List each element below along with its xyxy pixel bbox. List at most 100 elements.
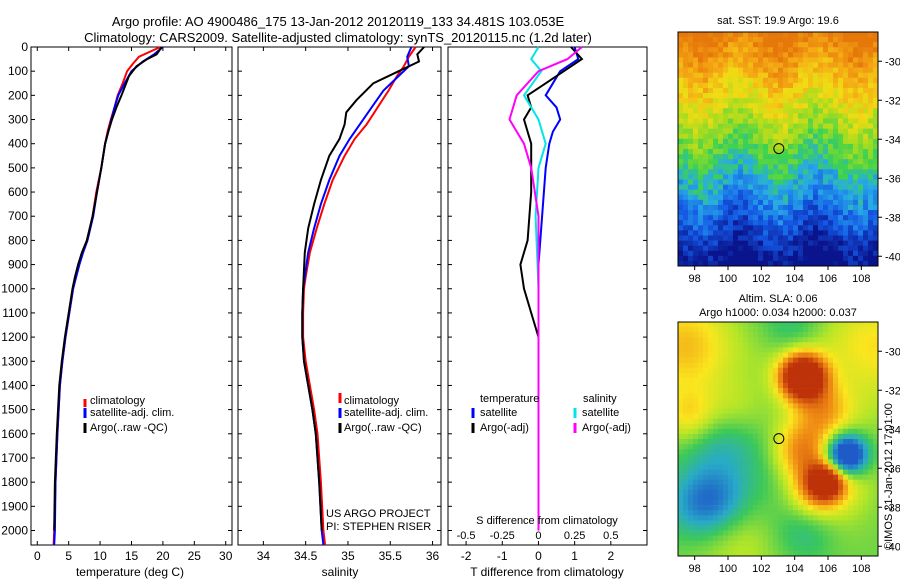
sst-cell [783, 87, 789, 94]
sla-cell [733, 327, 739, 333]
sla-cell [723, 479, 729, 486]
sla-cell [708, 474, 714, 480]
sst-cell [708, 154, 714, 160]
sst-cell [843, 189, 849, 196]
sst-cell [698, 77, 704, 84]
sst-cell [733, 82, 739, 89]
sst-cell [873, 194, 879, 201]
sst-cell [828, 184, 834, 190]
sla-cell [758, 322, 764, 328]
sst-cell [828, 108, 834, 114]
sla-cell [803, 352, 809, 358]
sst-cell [693, 42, 699, 48]
sst-cell [708, 225, 714, 231]
sla-cell [743, 413, 749, 419]
sst-cell [813, 138, 819, 145]
sst-cell [858, 220, 864, 226]
sst-cell [853, 154, 859, 160]
sla-cell [813, 469, 819, 475]
sla-cell [873, 347, 879, 353]
sla-cell [743, 505, 749, 511]
sst-cell [748, 210, 754, 216]
sst-cell [743, 93, 749, 99]
sla-cell [743, 383, 749, 389]
sst-cell [703, 93, 709, 99]
sla-cell [863, 337, 869, 343]
sla-cell [873, 525, 879, 531]
sla-cell [808, 510, 814, 516]
sst-cell [708, 204, 714, 211]
sla-cell [753, 454, 759, 460]
sst-cell [813, 215, 819, 221]
sla-cell [818, 515, 824, 521]
sla-cell [793, 459, 799, 465]
sla-cell [863, 500, 869, 506]
sla-cell [688, 332, 694, 338]
sst-cell [688, 62, 694, 68]
sst-cell [763, 235, 769, 241]
sla-cell [723, 398, 729, 404]
sst-cell [733, 32, 739, 38]
sst-cell [818, 215, 824, 221]
sla-cell [708, 337, 714, 343]
sla-cell [778, 550, 784, 557]
sst-cell [853, 128, 859, 135]
sst-cell [813, 174, 819, 180]
temp-xtick-label-3: 15 [125, 549, 139, 563]
sst-cell [688, 57, 694, 63]
diff-legend-temperature-title: temperature [480, 393, 539, 405]
sst-cell [773, 57, 779, 63]
sst-cell [778, 103, 784, 109]
sla-cell [693, 398, 699, 404]
sla-cell [818, 423, 824, 430]
sla-cell [858, 535, 864, 542]
sla-cell [768, 372, 774, 379]
sst-cell [693, 199, 699, 206]
sla-cell [753, 413, 759, 419]
sst-cell [703, 179, 709, 185]
sst-cell [758, 37, 764, 43]
temp-xtick-label-6: 30 [219, 549, 233, 563]
sla-cell [738, 352, 744, 358]
sla-cell [678, 347, 684, 353]
sst-cell [723, 118, 729, 124]
sla-cell [768, 393, 774, 399]
sla-cell [853, 322, 859, 328]
sst-cell [853, 250, 859, 257]
sla-cell [843, 449, 849, 455]
sst-cell [678, 154, 684, 160]
sst-cell [688, 32, 694, 38]
sla-cell [783, 494, 789, 501]
sla-cell [763, 388, 769, 394]
sla-cell [848, 342, 854, 348]
sla-cell [818, 367, 824, 374]
sst-cell [833, 235, 839, 241]
sst-cell [863, 87, 869, 94]
sst-cell [803, 128, 809, 135]
sla-cell [698, 464, 704, 470]
sst-cell [758, 149, 764, 155]
sst-cell [823, 220, 829, 226]
sst-cell [808, 67, 814, 73]
sla-cell [713, 520, 719, 526]
sla-cell [823, 520, 829, 526]
sst-cell [863, 57, 869, 63]
diff-legend-salinity-title: salinity [583, 393, 617, 405]
sst-cell [798, 260, 804, 267]
sla-cell [858, 322, 864, 328]
sst-cell [803, 215, 809, 221]
sla-cell [718, 393, 724, 399]
sla-cell [718, 520, 724, 526]
sla-cell [808, 332, 814, 338]
sst-cell [813, 179, 819, 185]
sst-cell [863, 245, 869, 252]
sla-cell [723, 357, 729, 363]
sla-cell [713, 388, 719, 394]
sst-cell [783, 174, 789, 180]
sla-cell [868, 337, 874, 343]
sla-cell [783, 337, 789, 343]
sla-cell [848, 489, 854, 496]
sst-cell [733, 225, 739, 231]
sla-cell [858, 367, 864, 374]
sla-cell [733, 388, 739, 394]
